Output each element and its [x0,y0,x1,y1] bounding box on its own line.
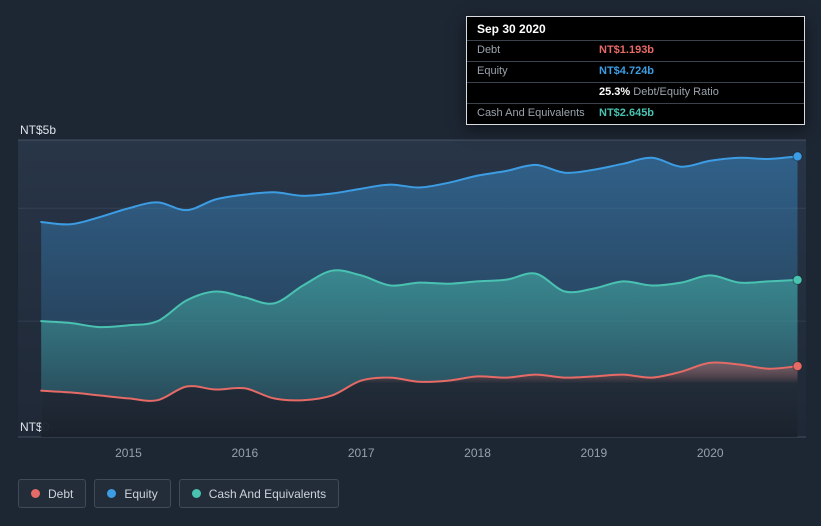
debt-area [41,362,798,437]
tooltip-debt-value: NT$1.193b [599,44,655,56]
x-tick-label-2019: 2019 [581,446,608,460]
cash-color-dot [191,489,201,498]
tooltip-ratio-row: 25.3% Debt/Equity Ratio [467,82,804,103]
x-tick-label-2016: 2016 [231,446,258,460]
y-tick-label: NT$5b [20,123,56,137]
x-tick-label-2015: 2015 [115,446,142,460]
tooltip-date: Sep 30 2020 [477,22,546,36]
tooltip-debt-label: Debt [477,44,501,56]
tooltip-ratio-value: 25.3% [599,86,631,98]
chart-legend: Debt Equity Cash And Equivalents [18,479,340,508]
x-tick-label-2017: 2017 [348,446,375,460]
cash-and-equivalents-endpoint-dot [792,274,803,285]
cash-and-equivalents-line [40,269,799,329]
tooltip-ratio-value-group: 25.3% Debt/Equity Ratio [599,86,794,99]
x-tick-label-2020: 2020 [697,446,724,460]
tooltip-ratio-label: Debt/Equity Ratio [633,86,719,98]
x-tick-label-2018: 2018 [464,446,491,460]
debt-line [40,361,799,402]
tooltip-ratio-spacer [477,86,599,99]
debt-endpoint-dot [792,361,803,372]
tooltip-equity-value: NT$4.724b [599,65,655,77]
tooltip-cash-row: Cash And Equivalents NT$2.645b [467,103,804,124]
tooltip-debt-row: Debt NT$1.193b [467,40,804,61]
chart-tooltip: Sep 30 2020 Debt NT$1.193b Equity NT$4.7… [466,16,805,125]
tooltip-equity-label: Equity [477,65,508,77]
legend-cash[interactable]: Cash And Equivalents [178,479,340,508]
legend-equity-label: Equity [124,486,158,501]
tooltip-cash-label: Cash And Equivalents [477,107,585,119]
legend-cash-label: Cash And Equivalents [208,486,327,501]
tooltip-equity-row: Equity NT$4.724b [467,61,804,82]
equity-line [40,155,799,226]
legend-debt[interactable]: Debt [18,479,87,508]
tooltip-cash-value: NT$2.645b [599,107,655,119]
legend-equity[interactable]: Equity [94,479,171,508]
equity-color-dot [107,489,117,498]
equity-endpoint-dot [792,151,803,162]
debt-color-dot [31,489,40,498]
legend-debt-label: Debt [48,486,74,501]
